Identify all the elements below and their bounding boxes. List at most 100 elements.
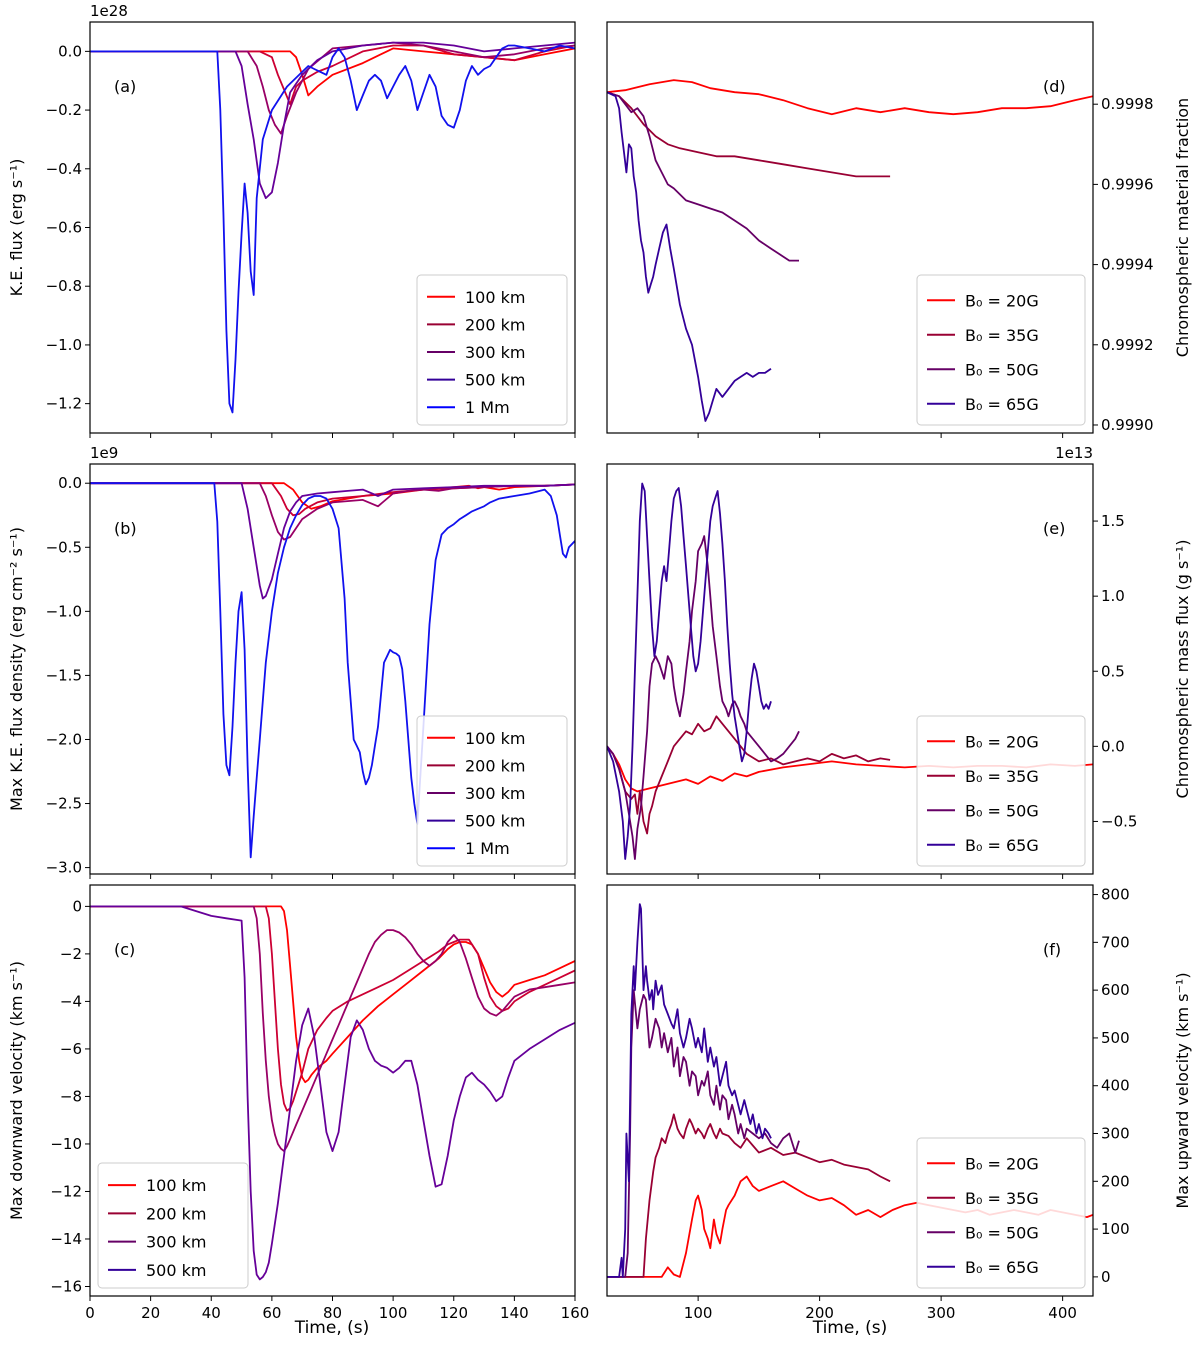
y-tick-label: −2.5 bbox=[46, 795, 82, 813]
x-tick-label: 400 bbox=[1048, 1304, 1077, 1322]
panel-b: 0.0 −0.5 −1.0 −1.5 −2.0 −2.5 −3.0 Max K.E. flux… bbox=[7, 444, 576, 879]
series-line-a-4 bbox=[90, 41, 575, 200]
y-tick-label: −16 bbox=[50, 1277, 82, 1295]
legend-entry: B₀ = 20G bbox=[965, 732, 1039, 751]
legend-entry: B₀ = 65G bbox=[965, 836, 1039, 855]
x-tick-label: 0 bbox=[85, 1304, 95, 1322]
legend: 100 km 200 km 300 km 500 km 1 Mm bbox=[416, 274, 568, 426]
y-tick-label: −2.0 bbox=[46, 730, 82, 748]
legend-entry: 500 km bbox=[465, 371, 525, 390]
y-tick-label: 0.9990 bbox=[1101, 416, 1154, 434]
y-tick-label: −0.6 bbox=[46, 219, 82, 237]
y-tick-label: 1.5 bbox=[1101, 512, 1125, 530]
y-tick-label: −0.5 bbox=[46, 538, 82, 556]
y-axis-label: Chromospheric material fraction bbox=[1173, 98, 1192, 357]
y-tick-label: 0.0 bbox=[58, 474, 82, 492]
x-tick-label: 140 bbox=[500, 1304, 529, 1322]
legend-entry: B₀ = 65G bbox=[965, 395, 1039, 414]
y-axis-label: Max upward velocity (km s⁻¹) bbox=[1173, 972, 1192, 1208]
y-tick-label: 300 bbox=[1101, 1125, 1130, 1143]
y-tick-label: −12 bbox=[50, 1182, 82, 1200]
y-tick-label: 0.0 bbox=[58, 42, 82, 60]
y-axis-label: Max K.E. flux density (erg cm⁻² s⁻¹) bbox=[7, 527, 26, 811]
legend-box bbox=[416, 274, 568, 426]
series-line-c-4 bbox=[90, 905, 575, 1281]
legend-entry: 1 Mm bbox=[465, 839, 510, 858]
y-tick-label: −6 bbox=[60, 1040, 82, 1058]
offset-text: 1e9 bbox=[90, 444, 118, 462]
legend-entry: 100 km bbox=[465, 288, 525, 307]
series-line-f-3 bbox=[607, 989, 800, 1278]
legend-entry: 300 km bbox=[465, 343, 525, 362]
y-tick-label: 0.9996 bbox=[1101, 175, 1154, 193]
y-tick-label: 0.9998 bbox=[1101, 95, 1154, 113]
legend-entry: 100 km bbox=[465, 729, 525, 748]
panel-label: (a) bbox=[114, 77, 136, 96]
y-tick-label: −1.5 bbox=[46, 666, 82, 684]
legend-entry: 300 km bbox=[465, 784, 525, 803]
y-tick-label: 0 bbox=[1101, 1268, 1111, 1286]
x-tick-label: 120 bbox=[439, 1304, 468, 1322]
panel-f: 100 200 300 400 800 700 600 500 400 300 200 100 0 Max… bbox=[606, 884, 1192, 1322]
legend-entry: B₀ = 20G bbox=[965, 291, 1039, 310]
series-line-f-2 bbox=[607, 1113, 891, 1278]
y-axis-label: Chromospheric mass flux (g s⁻¹) bbox=[1173, 540, 1192, 799]
y-tick-label: 600 bbox=[1101, 981, 1130, 999]
legend-entry: B₀ = 35G bbox=[965, 767, 1039, 786]
series-line-f-4 bbox=[607, 903, 772, 1278]
x-tick-label: 40 bbox=[202, 1304, 221, 1322]
y-tick-label: −1.0 bbox=[46, 602, 82, 620]
y-tick-label: −2 bbox=[60, 945, 82, 963]
panel-label: (e) bbox=[1043, 519, 1065, 538]
legend-entry: B₀ = 50G bbox=[965, 1223, 1039, 1242]
panel-e: 1.5 1.0 0.5 0.0 −0.5 Chromospheric mass flux … bbox=[606, 444, 1192, 879]
y-tick-label: −3.0 bbox=[46, 859, 82, 877]
series-line-a-5 bbox=[90, 44, 575, 414]
legend-box bbox=[916, 274, 1086, 426]
axes-frame bbox=[606, 463, 1094, 875]
y-tick-label: −0.4 bbox=[46, 160, 82, 178]
axes-frame bbox=[606, 21, 1094, 434]
series-line-b-3 bbox=[90, 482, 575, 541]
x-tick-label: 300 bbox=[927, 1304, 956, 1322]
x-tick-label: 20 bbox=[141, 1304, 160, 1322]
legend-entry: B₀ = 20G bbox=[965, 1154, 1039, 1173]
series-line-d-2 bbox=[607, 91, 891, 178]
panel-label: (f) bbox=[1043, 940, 1061, 959]
legend-entry: B₀ = 35G bbox=[965, 1189, 1039, 1208]
series-line-d-1 bbox=[607, 79, 1093, 116]
legend-entry: 200 km bbox=[465, 756, 525, 775]
series-line-b-4 bbox=[90, 482, 575, 600]
y-tick-label: −14 bbox=[50, 1230, 82, 1248]
y-tick-label: 700 bbox=[1101, 933, 1130, 951]
series-line-e-3 bbox=[607, 535, 800, 860]
y-tick-label: −0.5 bbox=[1101, 812, 1137, 830]
axes-frame bbox=[606, 884, 1094, 1297]
series-line-c-3 bbox=[90, 905, 575, 1152]
xlabel-left: Time, (s) bbox=[294, 1318, 370, 1338]
panel-a: 0.0 −0.2 −0.4 −0.6 −0.8 −1.0 −1.2 K.E. flux (er… bbox=[7, 2, 576, 438]
legend-entry: B₀ = 50G bbox=[965, 360, 1039, 379]
panel-label: (c) bbox=[114, 940, 135, 959]
x-tick-label: 100 bbox=[379, 1304, 408, 1322]
panel-label: (d) bbox=[1043, 77, 1066, 96]
series-line-e-2 bbox=[607, 715, 891, 835]
legend: B₀ = 20G B₀ = 35G B₀ = 50G B₀ = 65G bbox=[916, 274, 1086, 426]
y-tick-label: −1.2 bbox=[46, 395, 82, 413]
legend-entry: 100 km bbox=[146, 1176, 206, 1195]
series-line-d-3 bbox=[607, 91, 799, 262]
x-tick-label: 80 bbox=[323, 1304, 342, 1322]
y-tick-label: −1.0 bbox=[46, 336, 82, 354]
panel-d: 0.9998 0.9996 0.9994 0.9992 0.9990 Chromosphe… bbox=[606, 21, 1192, 438]
legend-entry: B₀ = 50G bbox=[965, 801, 1039, 820]
legend-entry: 1 Mm bbox=[465, 398, 510, 417]
legend: 100 km 200 km 300 km 500 km 1 Mm bbox=[416, 715, 568, 867]
legend-entry: 200 km bbox=[465, 315, 525, 334]
offset-text: 1e13 bbox=[1055, 444, 1093, 462]
series-line-c-2 bbox=[90, 905, 575, 1112]
y-tick-label: 100 bbox=[1101, 1220, 1130, 1238]
y-tick-label: 0.9994 bbox=[1101, 256, 1154, 274]
legend-entry: B₀ = 65G bbox=[965, 1258, 1039, 1277]
y-axis-label: K.E. flux (erg s⁻¹) bbox=[7, 159, 26, 297]
y-tick-label: 0.0 bbox=[1101, 737, 1125, 755]
